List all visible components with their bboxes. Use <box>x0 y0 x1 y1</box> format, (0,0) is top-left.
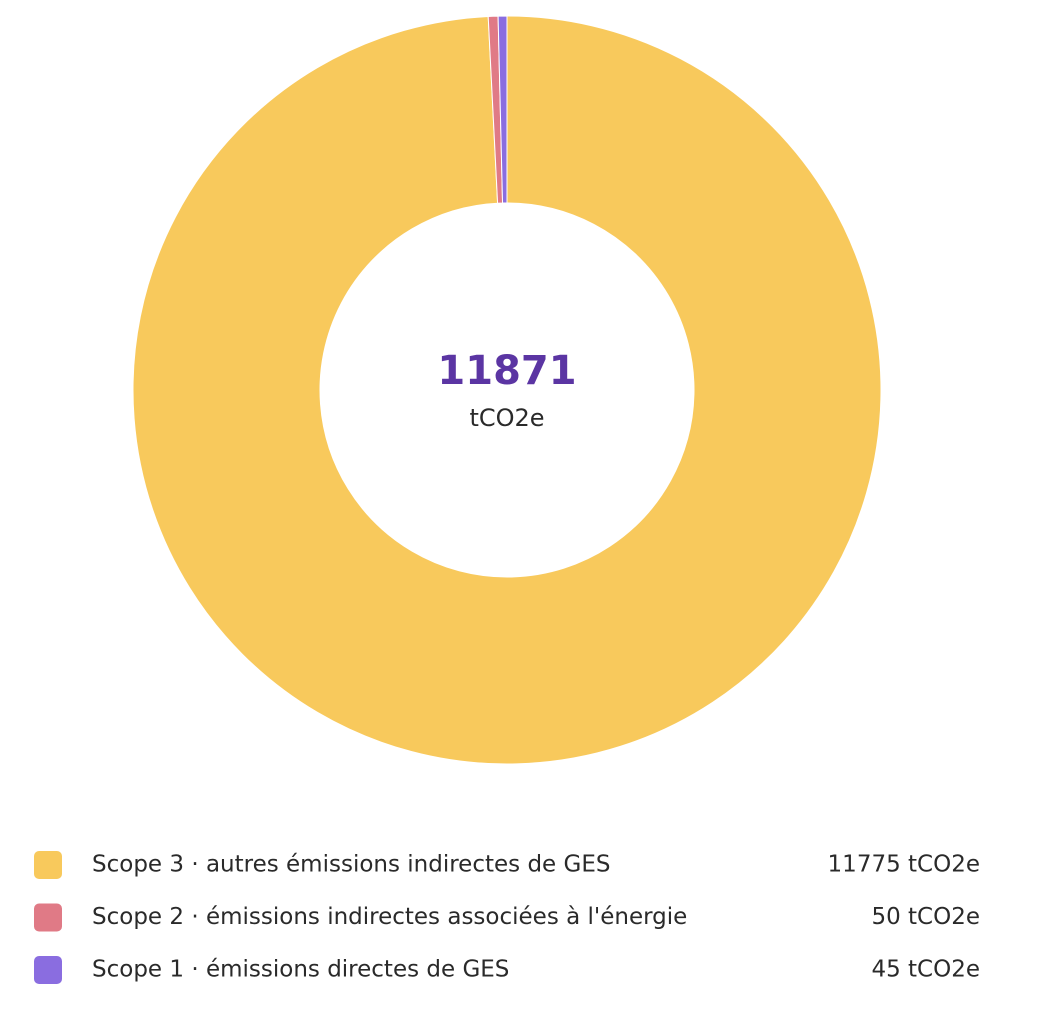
legend-label: Scope 1 · émissions directes de GES <box>92 957 509 983</box>
total-unit: tCO2e <box>469 404 544 432</box>
legend-label: Scope 3 · autres émissions indirectes de… <box>92 852 610 878</box>
legend-label: Scope 2 · émissions indirectes associées… <box>92 904 687 930</box>
donut-slice <box>497 15 508 204</box>
legend-value: 45 tCO2e <box>871 957 980 983</box>
legend-swatch <box>34 903 62 932</box>
total-value: 11871 <box>437 348 576 394</box>
legend-swatch <box>34 851 62 879</box>
legend-swatch <box>34 956 62 984</box>
legend-value: 50 tCO2e <box>871 904 980 930</box>
donut-slice <box>132 15 882 765</box>
legend-value: 11775 tCO2e <box>828 852 980 878</box>
